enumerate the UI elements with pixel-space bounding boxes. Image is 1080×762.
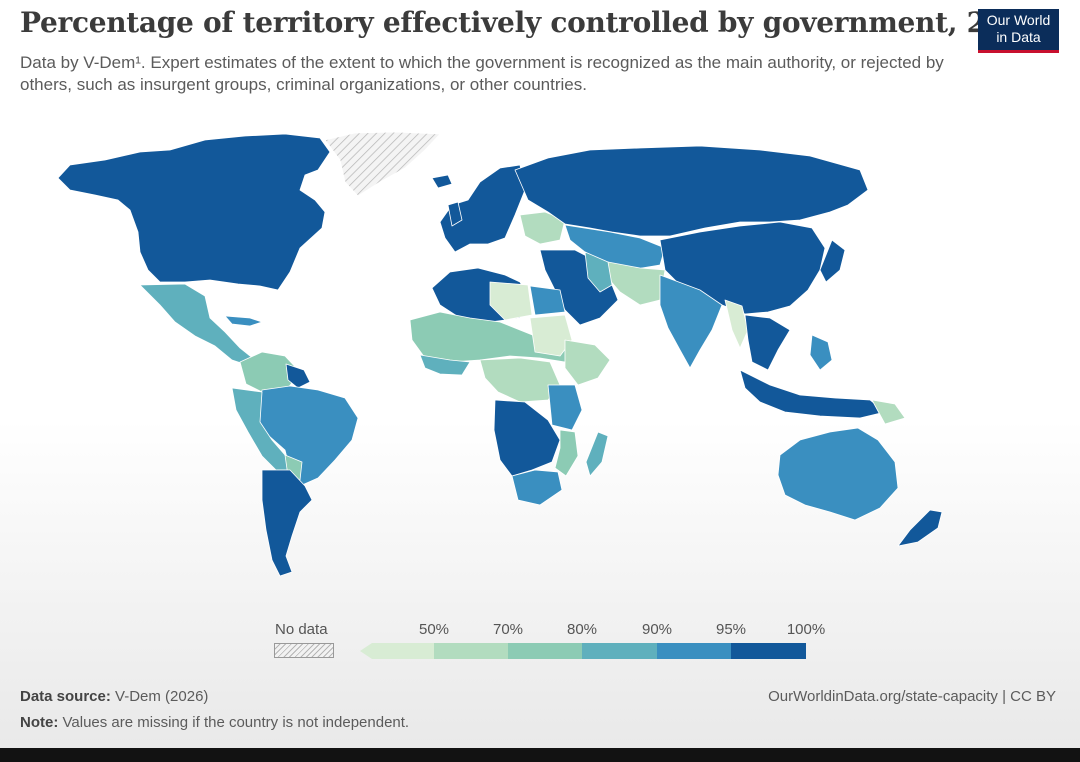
legend-tick-90: 90% — [641, 621, 673, 638]
legend-tick-70: 70% — [492, 621, 524, 638]
region-philippines[interactable] — [809, 334, 833, 371]
note-line: Note: Values are missing if the country … — [20, 710, 409, 736]
note-label: Note: — [20, 714, 59, 731]
legend-no-data-swatch[interactable] — [274, 643, 334, 658]
legend-no-data-label: No data — [275, 621, 328, 638]
region-north-america[interactable] — [57, 133, 331, 291]
legend-bin-50-70[interactable] — [434, 643, 508, 659]
region-guianas[interactable] — [285, 363, 311, 389]
legend-bin-80-90[interactable] — [582, 643, 657, 659]
region-greenland[interactable] — [324, 131, 441, 197]
legend-tick-95: 95% — [715, 621, 747, 638]
legend-bin-95-100[interactable] — [731, 643, 806, 659]
region-brazil[interactable] — [257, 385, 359, 487]
region-iran[interactable] — [584, 251, 613, 293]
region-madagascar[interactable] — [585, 431, 609, 477]
owid-logo[interactable]: Our World in Data — [978, 9, 1059, 53]
region-central-africa[interactable] — [479, 357, 561, 403]
region-eastern-europe[interactable] — [519, 211, 566, 245]
region-india[interactable] — [659, 274, 723, 369]
region-australia[interactable] — [777, 427, 899, 521]
region-iceland[interactable] — [431, 174, 453, 189]
chart-subtitle: Data by V-Dem¹. Expert estimates of the … — [20, 53, 944, 94]
region-central-asia[interactable] — [564, 224, 666, 271]
region-east-asia-islands[interactable] — [819, 239, 846, 283]
chart-title: Percentage of territory effectively cont… — [20, 6, 1044, 39]
region-southeast-asia[interactable] — [744, 314, 791, 371]
region-indonesia[interactable] — [739, 369, 886, 419]
bottom-strip — [0, 748, 1080, 762]
region-west-africa[interactable] — [419, 354, 471, 376]
region-southern-cone[interactable] — [261, 469, 313, 577]
region-horn[interactable] — [564, 339, 611, 386]
region-east-africa[interactable] — [547, 384, 583, 431]
source-url-credit[interactable]: OurWorldinData.org/state-capacity | CC B… — [768, 688, 1056, 705]
region-caribbean[interactable] — [224, 315, 263, 327]
region-png[interactable] — [871, 399, 906, 425]
logo-line-2: in Data — [996, 29, 1041, 45]
region-southern-central-africa[interactable] — [493, 399, 561, 477]
legend-bin-70-80[interactable] — [508, 643, 582, 659]
legend-tick-100: 100% — [786, 621, 826, 638]
region-new-zealand[interactable] — [897, 509, 943, 547]
legend-tick-50: 50% — [418, 621, 450, 638]
region-uk[interactable] — [447, 201, 463, 227]
legend-tick-80: 80% — [566, 621, 598, 638]
region-mozambique[interactable] — [554, 429, 579, 477]
logo-line-1: Our World — [986, 12, 1051, 28]
region-libya[interactable] — [489, 281, 533, 321]
region-egypt[interactable] — [529, 285, 566, 316]
data-source-line: Data source: V-Dem (2026) — [20, 684, 409, 710]
region-russia[interactable] — [514, 145, 869, 237]
note-value: Values are missing if the country is not… — [62, 714, 410, 731]
footer-notes: Data source: V-Dem (2026) Note: Values a… — [20, 684, 409, 736]
data-source-value[interactable]: V-Dem (2026) — [115, 688, 209, 705]
data-source-label: Data source: — [20, 688, 111, 705]
legend-bin-90-95[interactable] — [657, 643, 731, 659]
legend-color-scale[interactable] — [360, 641, 810, 661]
legend-lowest-bin[interactable] — [360, 643, 434, 659]
region-western-europe[interactable] — [439, 164, 526, 253]
world-map[interactable] — [0, 128, 1080, 598]
region-myanmar[interactable] — [724, 299, 749, 349]
region-south-africa[interactable] — [511, 469, 563, 506]
